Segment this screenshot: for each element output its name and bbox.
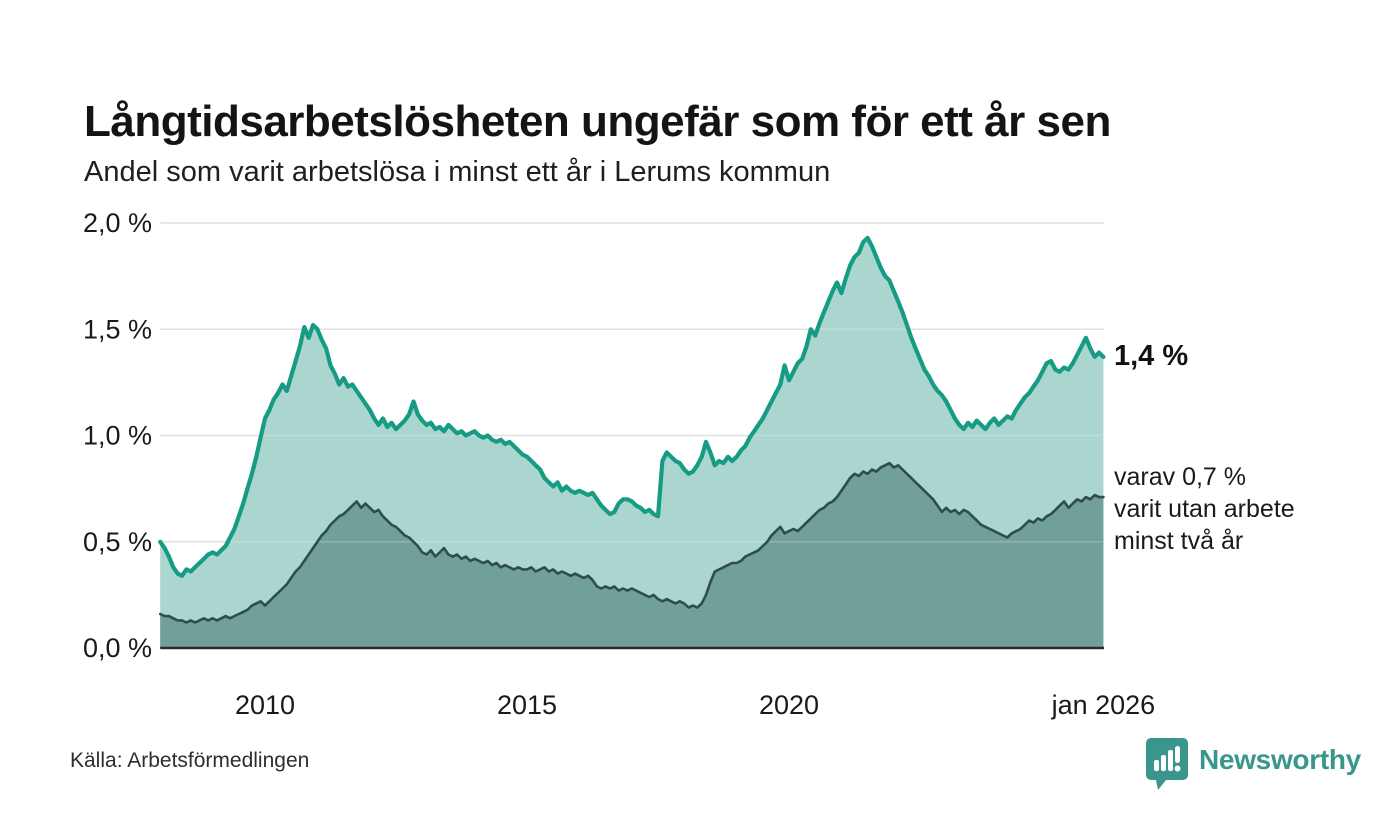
y-tick-label: 1,0 % — [83, 421, 152, 451]
newsworthy-logo: Newsworthy — [1146, 738, 1361, 790]
x-tick-label: 2015 — [497, 690, 557, 720]
line-min-two-years — [158, 461, 1105, 624]
x-tick-label: 2010 — [235, 690, 295, 720]
y-tick-label: 0,5 % — [83, 527, 152, 557]
x-tick-label: jan 2026 — [1051, 690, 1156, 720]
newsworthy-wordmark: Newsworthy — [1199, 744, 1361, 775]
y-tick-label: 2,0 % — [83, 208, 152, 238]
x-tick-label: 2020 — [759, 690, 819, 720]
y-tick-label: 1,5 % — [83, 314, 152, 344]
annotation-two-years-line3: minst två år — [1114, 527, 1244, 555]
page-subtitle: Andel som varit arbetslösa i minst ett å… — [84, 156, 831, 188]
page-title: Långtidsarbetslösheten ungefär som för e… — [84, 97, 1111, 147]
source-caption: Källa: Arbetsförmedlingen — [70, 749, 310, 772]
annotation-two-years-line2: varit utan arbete — [1114, 495, 1295, 523]
area-fill-min-two-years — [160, 463, 1104, 648]
annotation-latest-value: 1,4 % — [1114, 340, 1189, 372]
annotation-two-years: varav 0,7 % varit utan arbete minst två … — [1114, 461, 1384, 557]
y-tick-label: 0,0 % — [83, 633, 152, 663]
newsworthy-badge-icon — [1146, 738, 1188, 790]
line-min-one-year — [158, 235, 1106, 578]
annotation-two-years-line1: varav 0,7 % — [1114, 463, 1247, 491]
